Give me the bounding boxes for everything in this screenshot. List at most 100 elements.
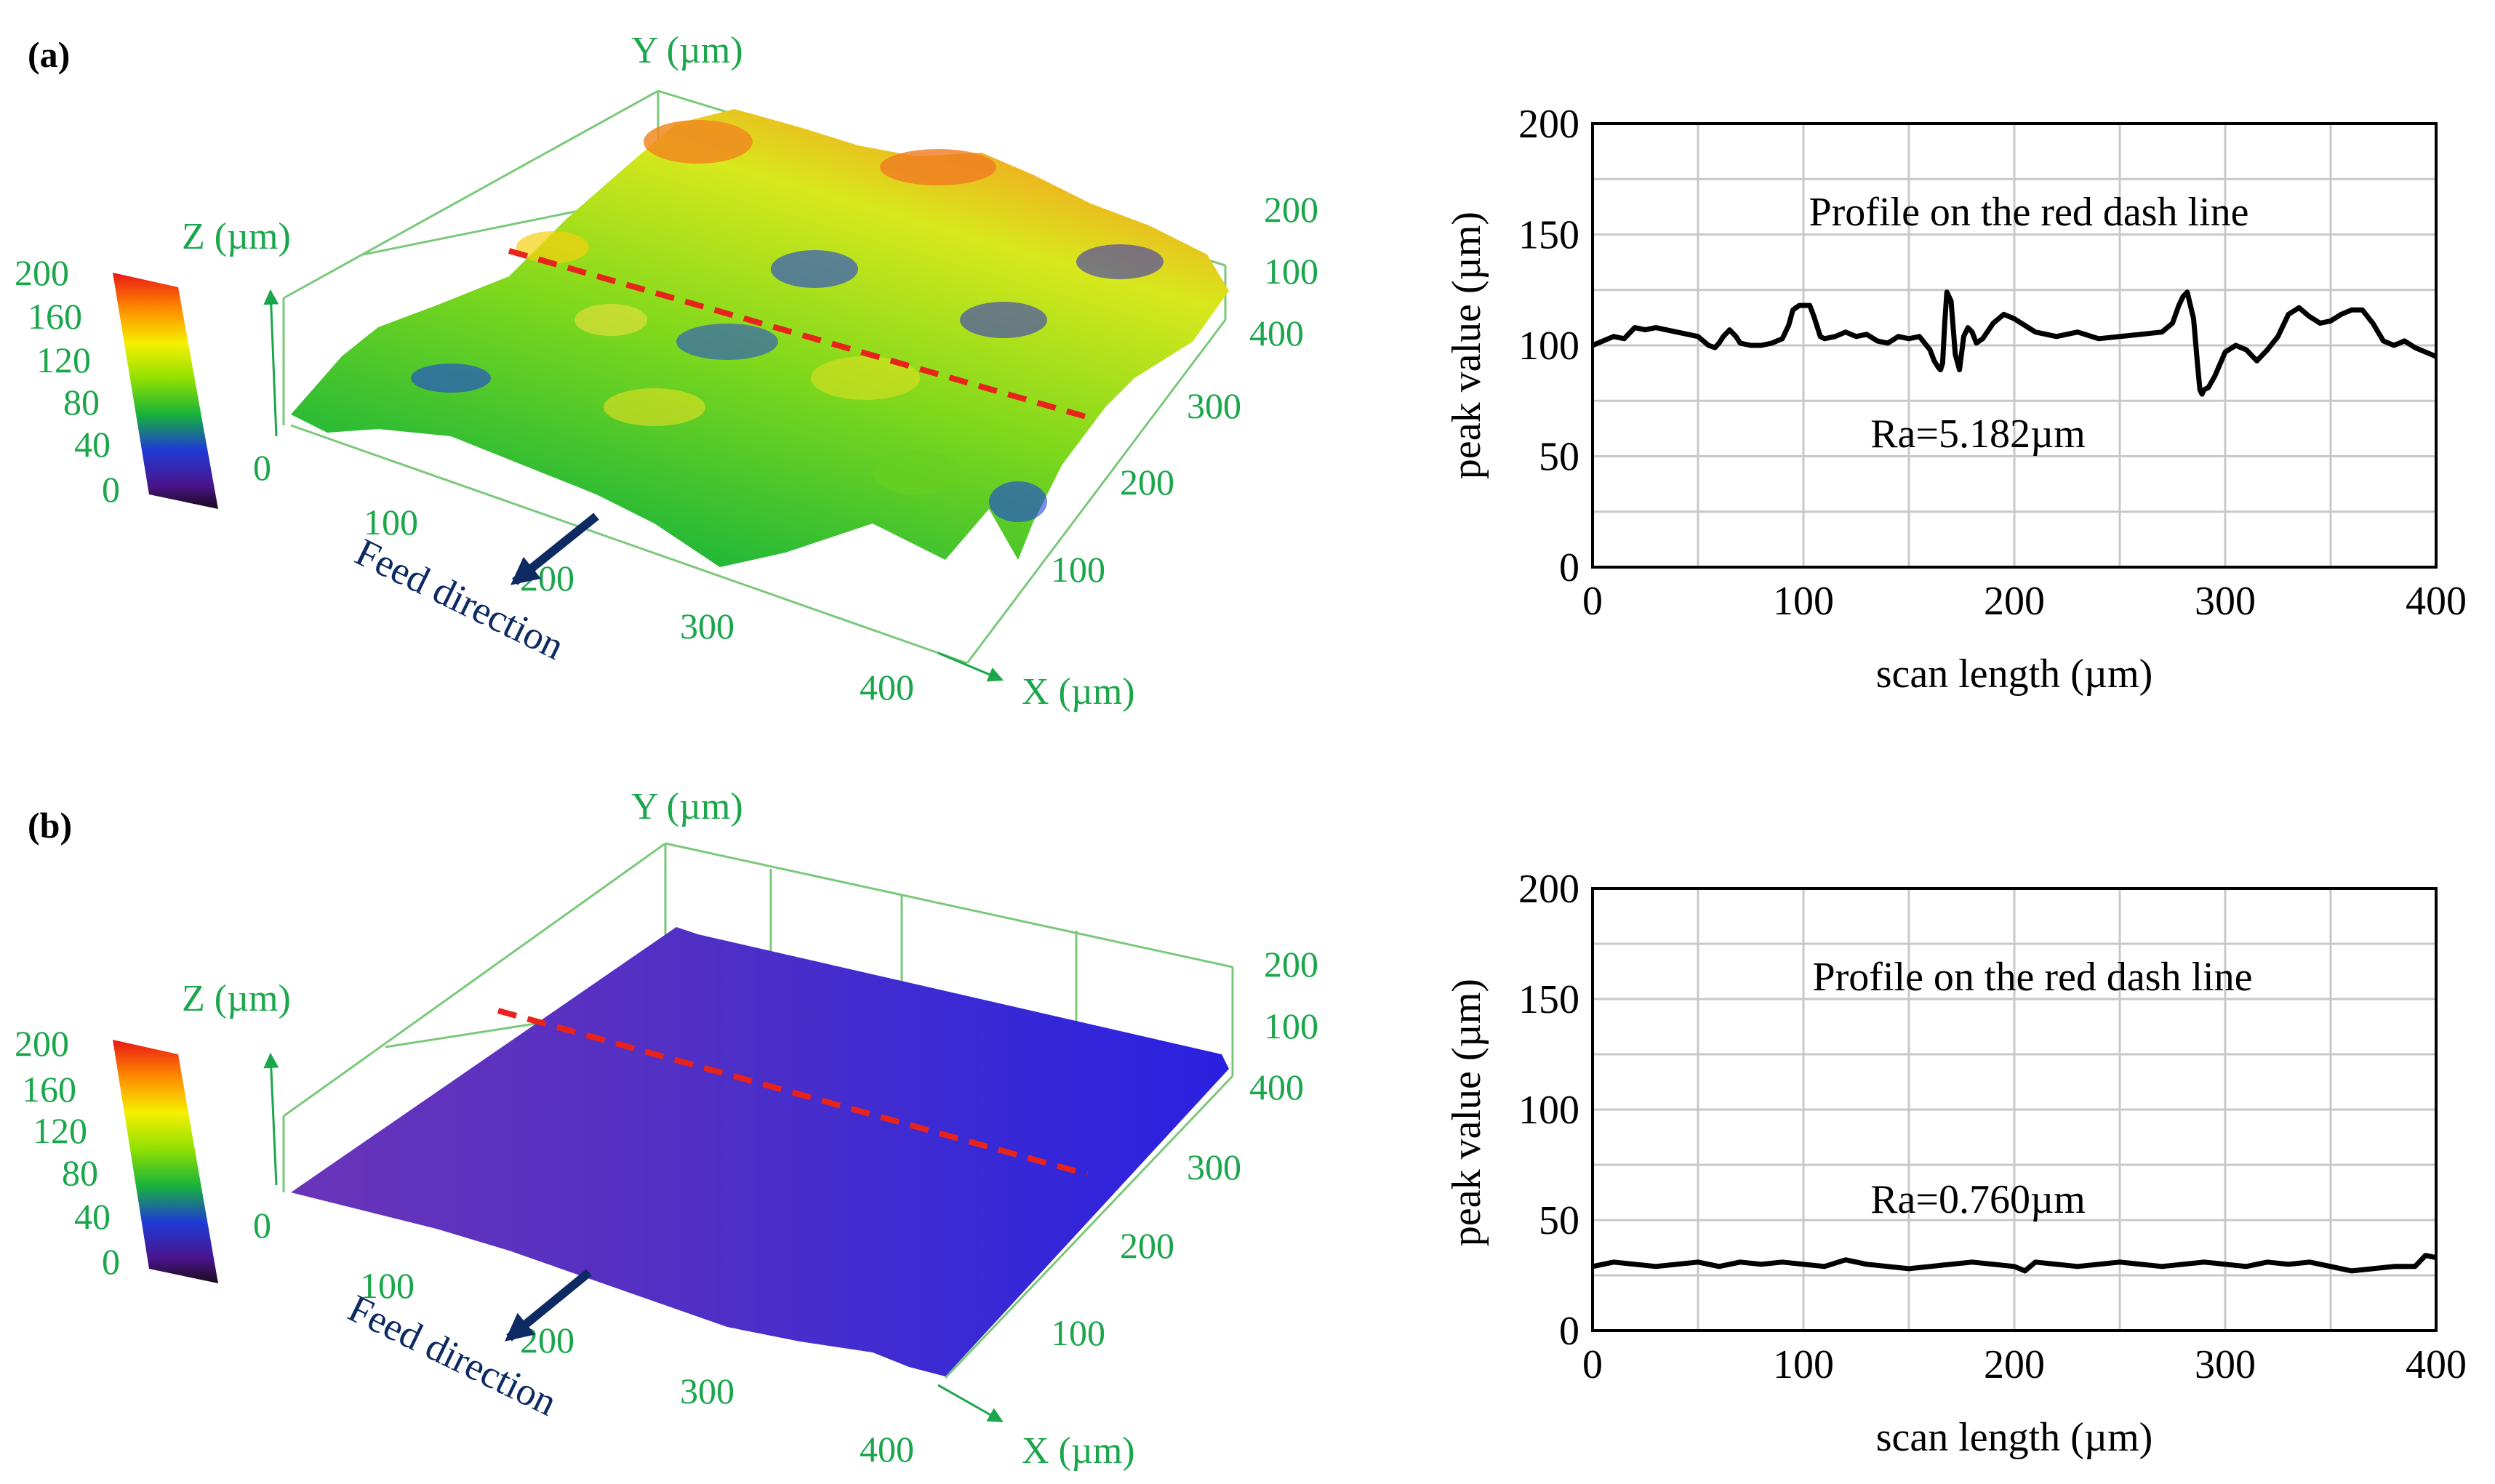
- x-axis-arrow-b: [937, 1384, 1004, 1423]
- y-axis-label: peak value (µm): [1444, 212, 1489, 479]
- y-tick-label: 200: [1518, 102, 1579, 147]
- y-tick-label: 0: [1559, 1309, 1579, 1354]
- tick-layer: 0 100 200 300 400 0 50 100 150 200: [1518, 102, 2467, 624]
- red-dash-line-b: [497, 1008, 1089, 1177]
- grid-layer: [1593, 889, 2436, 1331]
- x-axis-label: scan length (µm): [1876, 1415, 2153, 1460]
- chart-title: Profile on the red dash line: [1813, 955, 2253, 1000]
- y-tick-label: 100: [1518, 1088, 1579, 1133]
- surface-mesh-b: [291, 927, 1229, 1376]
- z-zero-tick-b: 0: [253, 1205, 271, 1246]
- y-tick: 100: [1051, 1312, 1105, 1353]
- colorbar-tick: 160: [28, 296, 82, 337]
- x-tick-label: 200: [1984, 1342, 2045, 1387]
- z-axis-label-b: Z (µm): [182, 978, 291, 1019]
- y-axis-label-a: Y (µm): [631, 30, 743, 71]
- y-axis-label: peak value (µm): [1444, 979, 1489, 1246]
- surface-3d-b: Y (µm) Z (µm) X (µm) 0 200 100 400 300 2…: [182, 786, 1318, 1472]
- z-side-ticks-a: 200 100: [1264, 189, 1318, 292]
- x-tick: 200: [520, 558, 574, 598]
- svg-text:(b): (b): [28, 805, 72, 846]
- z-axis-label-a: Z (µm): [182, 216, 291, 257]
- colorbar-tick: 40: [74, 424, 111, 465]
- y-tick-label: 100: [1518, 324, 1579, 369]
- colorbar-b: 200 160 120 80 40 0: [15, 1023, 218, 1283]
- x-tick-label: 400: [2406, 579, 2467, 624]
- ra-annotation: Ra=0.760µm: [1870, 1177, 2086, 1222]
- y-tick-label: 0: [1559, 545, 1579, 590]
- y-tick: 100: [1051, 549, 1105, 590]
- z-side-tick: 200: [1264, 189, 1318, 230]
- z-side-tick: 100: [1264, 1006, 1318, 1046]
- y-tick-label: 150: [1518, 977, 1579, 1022]
- panel-a: (a): [15, 30, 2467, 713]
- x-tick-label: 100: [1773, 579, 1834, 624]
- x-axis-label-a: X (µm): [1022, 671, 1135, 713]
- y-tick-label: 50: [1539, 1198, 1579, 1243]
- panel-b-label: b: [40, 805, 60, 846]
- colorbar-tick: 120: [36, 340, 91, 380]
- panel-b: (b) Y (µm) Z (µm) X (µm) 0: [15, 786, 2467, 1472]
- x-tick-label: 400: [2406, 1342, 2467, 1387]
- colorbar-tick: 0: [102, 469, 120, 510]
- x-tick: 300: [680, 1371, 734, 1411]
- y-tick: 300: [1187, 385, 1241, 426]
- colorbar-tick: 200: [15, 252, 69, 293]
- feed-direction-arrow-b: [505, 1269, 592, 1341]
- profile-chart-b: 0 100 200 300 400 0 50 100 150 200 Profile on the…: [1444, 867, 2467, 1460]
- profile-chart-a: 0 100 200 300 400 0 50 100 150 200 Profile on the…: [1444, 102, 2467, 697]
- z-side-tick: 100: [1264, 251, 1318, 292]
- z-zero-tick-a: 0: [253, 447, 271, 488]
- feed-direction-label-a: Feed direction: [349, 530, 571, 668]
- colorbar-tick: 120: [33, 1110, 87, 1151]
- tick-layer: 0 100 200 300 400 0 50 100 150 200: [1518, 867, 2467, 1387]
- x-tick-label: 100: [1773, 1342, 1834, 1387]
- z-axis-arrow-a: [263, 289, 279, 437]
- z-axis-arrow-b: [263, 1052, 279, 1186]
- x-tick: 400: [860, 667, 914, 707]
- profile-line: [1591, 289, 2438, 397]
- red-dash-line-a: [508, 248, 1092, 421]
- x-axis-arrow-a: [937, 651, 1004, 682]
- x-axis-label-b: X (µm): [1022, 1430, 1135, 1472]
- surface-mesh-a: [291, 109, 1229, 567]
- colorbar-tick: 40: [74, 1196, 111, 1237]
- x-tick: 100: [360, 1265, 415, 1306]
- y-tick: 300: [1187, 1147, 1241, 1187]
- feed-direction-arrow-a: [510, 513, 599, 585]
- surface-3d-a: Y (µm) Z (µm) X (µm) 0 200 100 400 300 2…: [182, 30, 1318, 713]
- grid-layer: [1593, 124, 2436, 567]
- x-axis-label: scan length (µm): [1876, 651, 2153, 697]
- colorbar-tick: 80: [62, 1152, 98, 1193]
- z-side-tick: 200: [1264, 944, 1318, 984]
- x-tick-label: 0: [1582, 1342, 1603, 1387]
- y-ticks-a: 400 300 200 100: [1051, 313, 1304, 590]
- y-tick: 200: [1120, 1225, 1174, 1266]
- z-side-ticks-b: 200 100: [1264, 944, 1318, 1046]
- colorbar-tick: 200: [15, 1023, 69, 1064]
- colorbar-tick: 80: [63, 382, 100, 422]
- chart-title: Profile on the red dash line: [1809, 190, 2249, 235]
- y-tick: 200: [1120, 462, 1174, 502]
- box-wireframe-b: [282, 842, 1234, 1379]
- x-tick: 300: [680, 606, 734, 646]
- y-tick-label: 150: [1518, 213, 1579, 258]
- y-tick-label: 50: [1539, 435, 1579, 480]
- colorbar-tick: 0: [102, 1241, 120, 1282]
- x-tick-label: 300: [2195, 579, 2256, 624]
- x-tick: 100: [364, 502, 418, 542]
- colorbar-a: 200 160 120 80 40 0: [15, 252, 218, 510]
- panel-a-label: a: [40, 34, 58, 75]
- y-tick: 400: [1249, 1067, 1304, 1107]
- x-tick-label: 0: [1582, 579, 1603, 624]
- svg-text:(a): (a): [28, 34, 70, 75]
- plot-frame: [1591, 887, 2438, 1332]
- profile-line: [1592, 1253, 2437, 1274]
- x-tick: 400: [860, 1429, 914, 1469]
- y-tick-label: 200: [1518, 867, 1579, 912]
- y-ticks-b: 400 300 200 100: [1051, 1067, 1304, 1353]
- x-tick-label: 200: [1984, 579, 2045, 624]
- x-tick-label: 300: [2195, 1342, 2256, 1387]
- colorbar-tick: 160: [22, 1069, 76, 1110]
